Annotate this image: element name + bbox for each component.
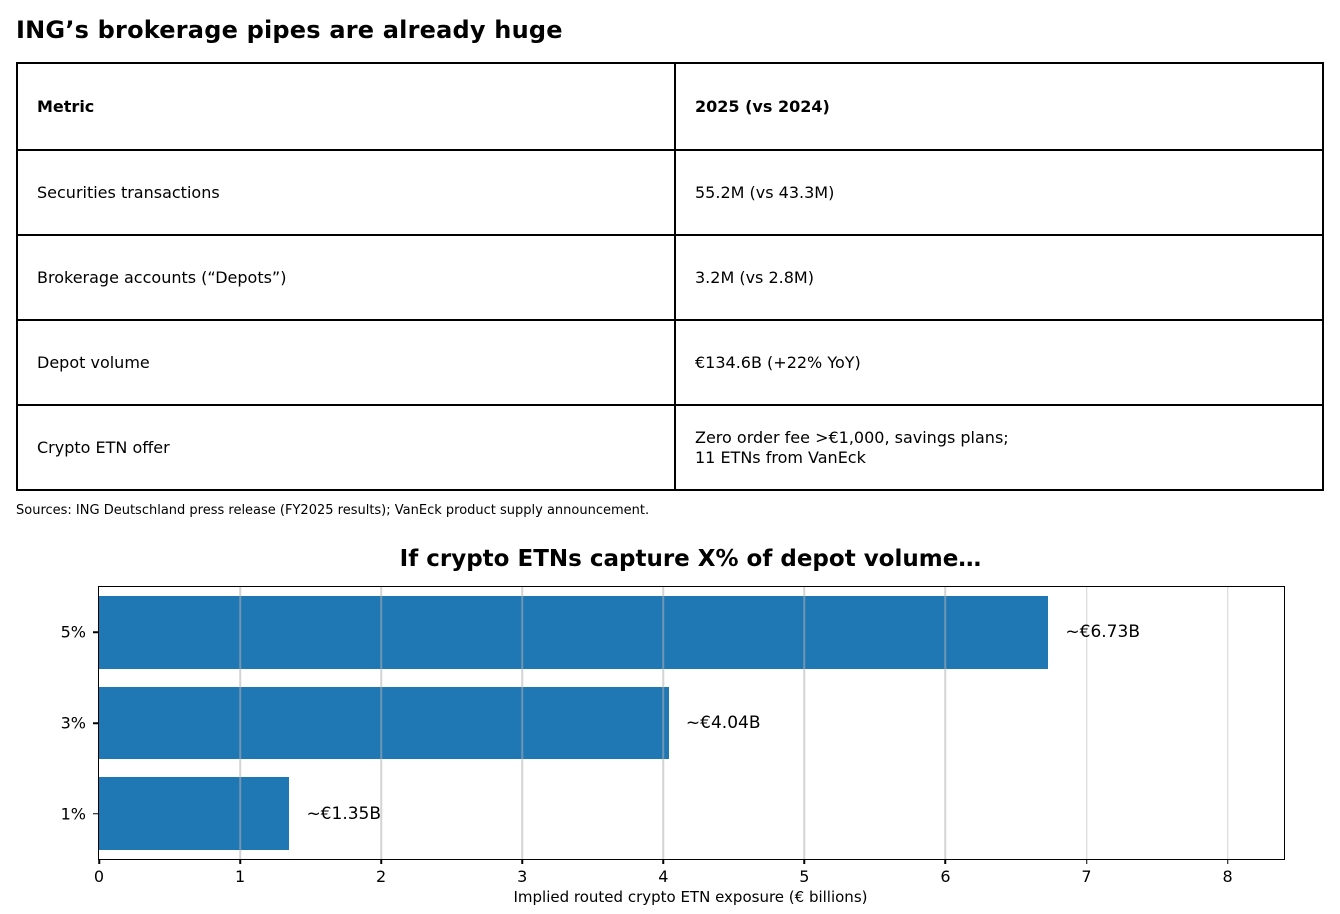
page-title: ING’s brokerage pipes are already huge — [16, 16, 563, 44]
y-axis-tick-label: 5% — [60, 622, 86, 642]
y-axis-tick — [92, 722, 98, 724]
gridline — [1226, 587, 1229, 859]
y-axis-tick — [92, 812, 98, 815]
x-axis-tick — [239, 859, 241, 864]
gridline — [1085, 587, 1088, 859]
y-axis-tick-label: 3% — [60, 713, 86, 733]
x-axis-tick — [803, 859, 806, 864]
y-axis-tick — [92, 631, 98, 634]
x-axis-tick-label: 2 — [376, 867, 387, 886]
x-axis-tick-label: 3 — [517, 867, 528, 886]
table-cell-value: 55.2M (vs 43.3M) — [674, 149, 1322, 234]
bar-5% — [99, 596, 1049, 669]
x-axis-tick-label: 7 — [1081, 867, 1092, 886]
table-cell-metric: Depot volume — [18, 319, 674, 404]
table-cell-metric: Crypto ETN offer — [18, 404, 674, 489]
table-cell-value: 3.2M (vs 2.8M) — [674, 234, 1322, 319]
x-axis-tick — [521, 859, 523, 864]
sources-note: Sources: ING Deutschland press release (… — [16, 503, 650, 518]
x-axis-tick-label: 5 — [799, 867, 810, 886]
x-axis-tick — [1085, 859, 1088, 864]
bar-value-label: ~€4.04B — [685, 713, 761, 733]
table-cell-value: €134.6B (+22% YoY) — [674, 319, 1322, 404]
table-cell-metric: Securities transactions — [18, 149, 674, 234]
x-axis-label: Implied routed crypto ETN exposure (€ bi… — [513, 888, 868, 906]
x-axis-tick — [380, 859, 382, 864]
x-axis-tick-label: 8 — [1222, 867, 1233, 886]
bar-3% — [99, 686, 669, 760]
table-header-metric: Metric — [37, 96, 95, 116]
bar-1% — [99, 777, 290, 850]
bar-chart-plot-area: 0 1 2 3 4 5 6 7 8 ~€6.73B 5% ~€4.04B 3% ~€1.35B 1% — [61, 586, 1285, 886]
gridline — [944, 587, 947, 859]
gridline — [662, 587, 665, 859]
y-axis-tick-label: 1% — [60, 804, 86, 824]
x-axis-tick-label: 1 — [234, 867, 246, 886]
x-axis-tick-label: 0 — [93, 867, 105, 886]
metrics-table: Metric 2025 (vs 2024) Securities transac… — [16, 62, 1324, 491]
x-axis-tick-label: 6 — [940, 867, 951, 886]
x-axis-tick — [1226, 859, 1229, 864]
gridline — [239, 587, 241, 859]
gridline — [521, 587, 523, 859]
gridline — [380, 587, 382, 859]
table-cell-metric: Brokerage accounts (“Depots”) — [18, 234, 674, 319]
x-axis-tick — [98, 859, 100, 864]
bar-value-label: ~€1.35B — [306, 803, 382, 824]
x-axis-tick — [662, 859, 665, 864]
x-axis-tick-label: 4 — [658, 867, 669, 886]
table-header-period: 2025 (vs 2024) — [674, 64, 1322, 149]
bar-value-label: ~€6.73B — [1065, 622, 1140, 643]
chart-title: If crypto ETNs capture X% of depot volum… — [399, 546, 982, 572]
gridline — [803, 587, 806, 859]
table-cell-value: Zero order fee >€1,000, savings plans; 1… — [674, 404, 1322, 489]
x-axis-tick — [944, 859, 947, 864]
